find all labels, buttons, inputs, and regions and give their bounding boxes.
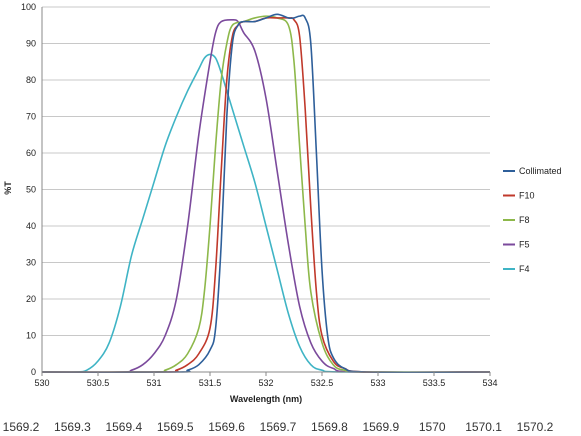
- y-tick-label: 30: [26, 258, 36, 268]
- x-tick-label: 533: [370, 378, 385, 388]
- y-tick-label: 20: [26, 294, 36, 304]
- y-axis-title: %T: [3, 181, 13, 195]
- secondary-x-tick-label: 1570.2: [517, 420, 554, 434]
- secondary-x-tick-label: 1569.9: [362, 420, 399, 434]
- y-tick-label: 100: [21, 2, 36, 12]
- series-line-f8: [41, 15, 491, 373]
- x-tick-label: 534: [482, 378, 497, 388]
- y-tick-labels: 0 10 20 30 40 50 60 70 80 90 100: [21, 2, 36, 377]
- series-line-f10: [41, 16, 491, 374]
- x-tick-label: 532: [258, 378, 273, 388]
- secondary-x-tick-labels: 1569.2 1569.3 1569.4 1569.5 1569.6 1569.7 1569…: [3, 420, 554, 434]
- legend-label-collimated: Collimated: [519, 166, 562, 176]
- legend-label-f8: F8: [519, 215, 530, 225]
- secondary-x-tick-label: 1569.3: [54, 420, 91, 434]
- legend-label-f10: F10: [519, 191, 535, 201]
- y-tick-label: 50: [26, 185, 36, 195]
- x-tick-label: 530: [34, 378, 49, 388]
- legend-label-f4: F4: [519, 264, 530, 274]
- x-tick-labels: 530 530.5 531 531.5 532 532.5 533 533.5 534: [34, 378, 497, 388]
- secondary-x-tick-label: 1569.2: [3, 420, 40, 434]
- series-lines: [41, 13, 491, 374]
- y-tick-label: 40: [26, 221, 36, 231]
- gridlines: [42, 6, 490, 373]
- secondary-x-tick-label: 1569.8: [311, 420, 348, 434]
- x-axis-title: Wavelength (nm): [230, 394, 302, 404]
- secondary-x-tick-label: 1569.7: [260, 420, 297, 434]
- series-line-f5: [41, 18, 491, 374]
- y-tick-label: 90: [26, 39, 36, 49]
- secondary-x-tick-label: 1569.4: [105, 420, 142, 434]
- secondary-x-tick-label: 1570.1: [465, 420, 502, 434]
- x-tick-label: 532.5: [311, 378, 334, 388]
- legend: Collimated F10 F8 F5 F4: [503, 166, 562, 274]
- secondary-x-tick-label: 1569.5: [157, 420, 194, 434]
- axes: [41, 7, 491, 376]
- series-line-collimated: [41, 13, 491, 374]
- y-tick-label: 10: [26, 331, 36, 341]
- y-tick-label: 70: [26, 112, 36, 122]
- legend-label-f5: F5: [519, 240, 530, 250]
- y-tick-label: 0: [31, 367, 36, 377]
- y-tick-label: 60: [26, 148, 36, 158]
- x-tick-label: 530.5: [87, 378, 110, 388]
- x-tick-label: 531: [146, 378, 161, 388]
- secondary-x-tick-label: 1569.6: [208, 420, 245, 434]
- x-tick-label: 533.5: [423, 378, 446, 388]
- x-tick-label: 531.5: [199, 378, 222, 388]
- y-tick-label: 80: [26, 75, 36, 85]
- series-line-f4: [41, 53, 491, 373]
- secondary-x-tick-label: 1570: [419, 420, 446, 434]
